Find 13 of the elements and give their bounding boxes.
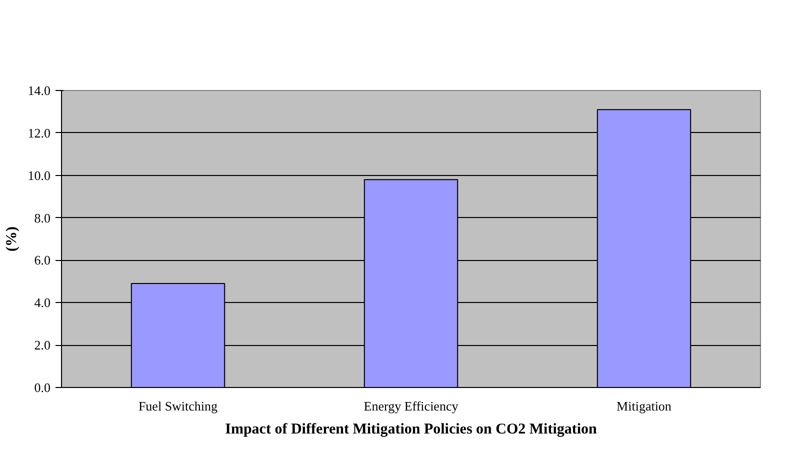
y-tick-label: 6.0	[34, 252, 50, 268]
y-tick-label: 2.0	[34, 338, 50, 353]
y-tick-label: 12.0	[28, 125, 50, 140]
y-tick-label: 14.0	[28, 83, 50, 98]
x-axis-title: Impact of Different Mitigation Policies on CO2 Mitigation	[225, 422, 598, 438]
y-tick-label: 4.0	[34, 295, 50, 310]
y-tick-label: 0.0	[34, 380, 50, 395]
y-tick-label: 10.0	[28, 168, 50, 183]
x-tick-label: Mitigation	[616, 398, 672, 414]
y-tick-label: 8.0	[34, 210, 50, 226]
x-tick-label: Fuel Switching	[138, 398, 218, 414]
x-tick-label: Energy Efficiency	[364, 398, 459, 414]
y-axis-title: (%)	[4, 226, 20, 252]
